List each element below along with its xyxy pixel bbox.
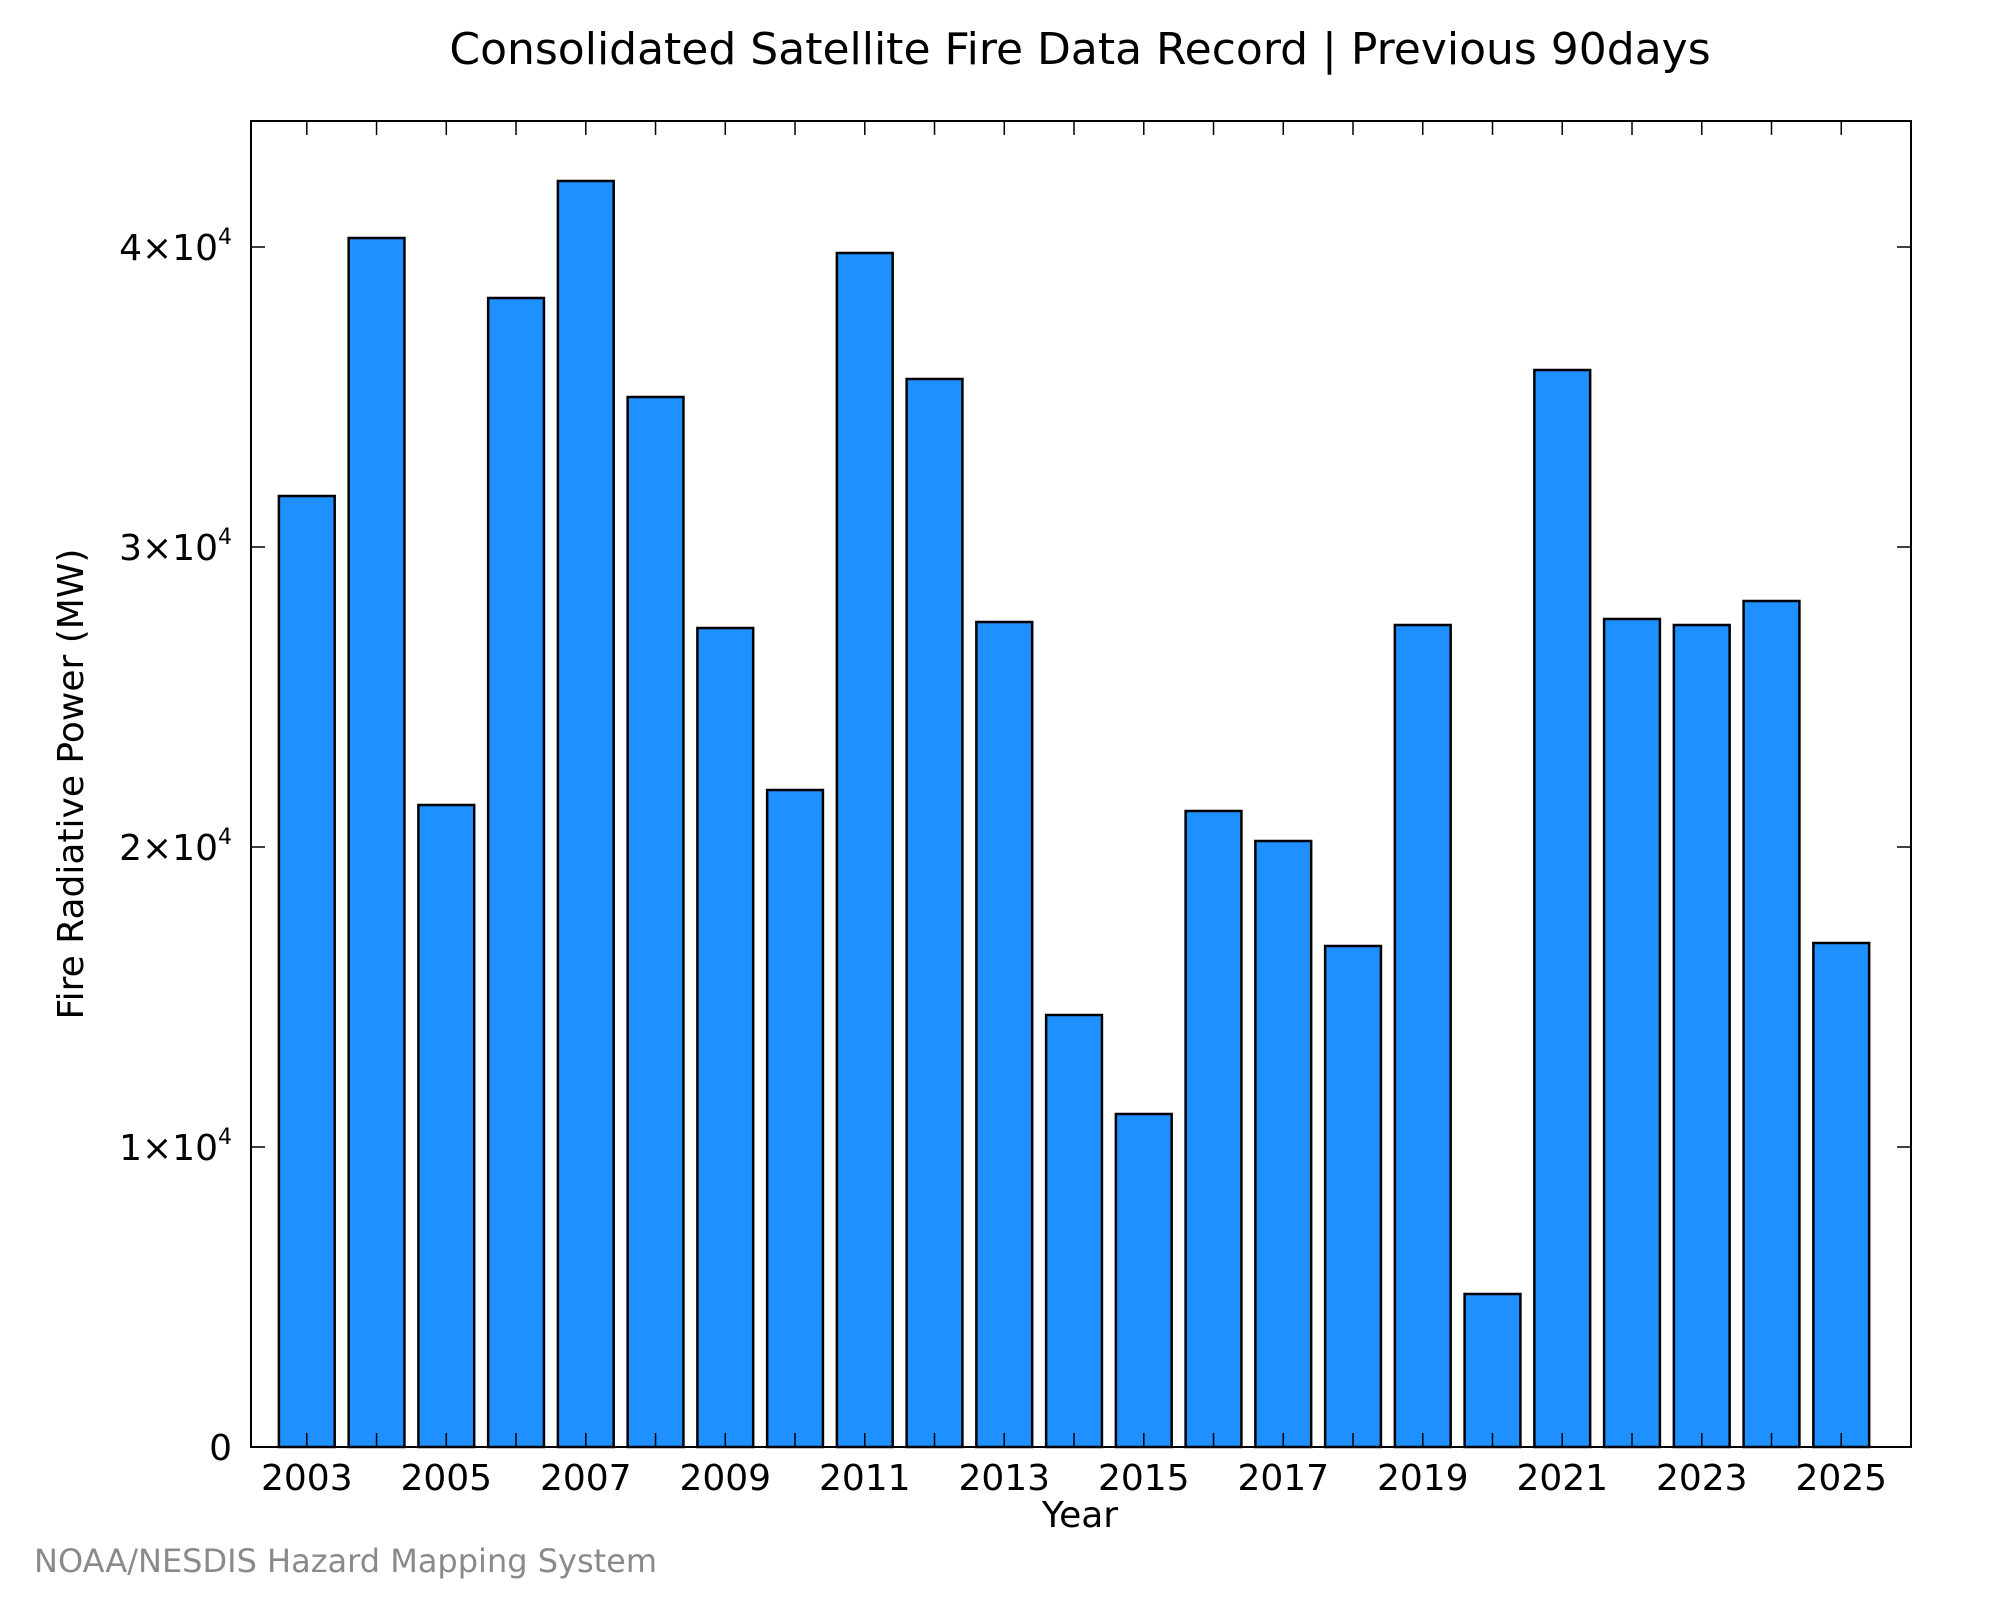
x-tick-label-2019: 2019 [1377,1458,1469,1499]
bar-2022 [1602,617,1662,1449]
y-tick-label-20000: 2×104 [119,825,232,869]
bar-2019 [1393,623,1452,1449]
plot-frame [250,120,1912,1448]
x-axis-label: Year [1041,1495,1118,1536]
y-tick-label-40000: 4×104 [119,225,232,269]
x-tick-label-2003: 2003 [261,1458,353,1499]
x-tick-label-2011: 2011 [819,1458,911,1499]
x-tick-label-2015: 2015 [1098,1458,1190,1499]
ticks-layer: 2003 2005 2007 2009 2011 2013 2015 2017 2019 2021… [119,121,1911,1499]
bar-2008 [626,395,685,1449]
bar-2004 [347,236,406,1449]
bar-2003 [277,494,336,1449]
bar-2025 [1812,941,1871,1449]
bar-2015 [1114,1112,1173,1449]
x-tick-label-2013: 2013 [958,1458,1050,1499]
x-tick-label-2005: 2005 [400,1458,492,1499]
bars-layer [277,179,1871,1449]
x-tick-label-2017: 2017 [1237,1458,1329,1499]
bar-2020 [1463,1292,1522,1449]
y-tick-label-10000: 1×104 [119,1125,232,1169]
bar-2011 [835,251,894,1449]
bar-2010 [765,788,825,1449]
bar-2005 [417,803,476,1449]
chart-title: Consolidated Satellite Fire Data Record … [449,24,1710,75]
x-tick-label-2009: 2009 [679,1458,771,1499]
bar-2024 [1742,599,1801,1449]
bar-2006 [486,296,546,1449]
y-tick-label-0: 0 [209,1428,232,1469]
bar-2018 [1323,944,1383,1449]
bar-2012 [905,377,964,1449]
x-tick-label-2007: 2007 [540,1458,632,1499]
bar-2014 [1044,1013,1104,1449]
credit-text: NOAA/NESDIS Hazard Mapping System [34,1542,657,1580]
bar-2016 [1184,809,1243,1449]
bar-2023 [1672,623,1731,1449]
bar-2013 [975,620,1034,1449]
y-tick-label-30000: 3×104 [119,525,232,569]
bar-2021 [1533,368,1592,1449]
bar-2009 [696,626,755,1449]
bar-2017 [1254,839,1313,1449]
x-tick-label-2021: 2021 [1516,1458,1608,1499]
x-tick-label-2025: 2025 [1795,1458,1887,1499]
bar-2007 [556,179,615,1449]
x-tick-label-2023: 2023 [1656,1458,1748,1499]
y-axis-label: Fire Radiative Power (MW) [51,549,92,1020]
